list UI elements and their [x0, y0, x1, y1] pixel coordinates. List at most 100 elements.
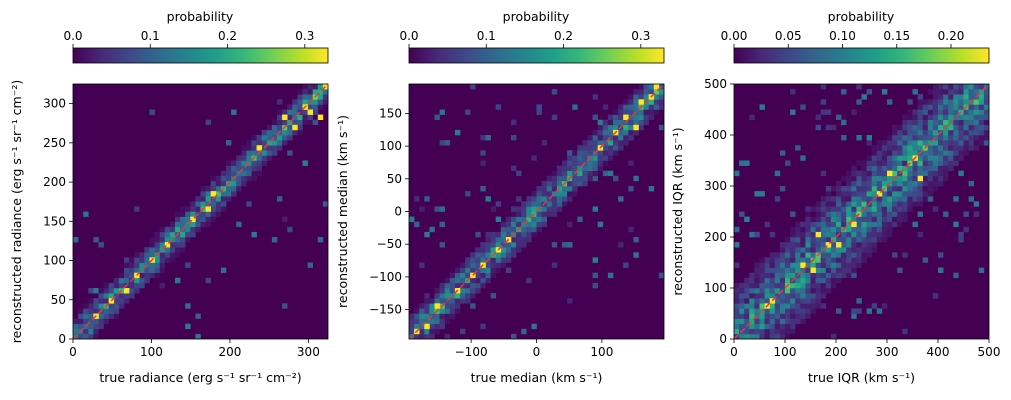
heatmap-cell: [475, 288, 481, 294]
heatmap-cell: [195, 216, 201, 222]
heatmap-cell: [759, 272, 765, 279]
heatmap-cell: [948, 129, 954, 136]
heatmap-cell: [449, 272, 456, 279]
heatmap-cell: [409, 318, 415, 324]
heatmap-cell: [927, 180, 934, 187]
heatmap-cell: [958, 237, 964, 243]
heatmap-cell: [800, 252, 806, 258]
heatmap-cell: [912, 191, 918, 197]
heatmap-cell: [526, 216, 532, 222]
heatmap-cell: [536, 226, 542, 233]
heatmap-cell-max: [292, 124, 298, 131]
heatmap-cell: [938, 175, 944, 182]
heatmap-cell: [836, 272, 842, 279]
heatmap-cell: [734, 318, 740, 324]
heatmap-cell: [434, 288, 440, 294]
heatmap-cell: [251, 231, 257, 238]
heatmap-cell: [917, 99, 923, 105]
heatmap-cell: [297, 129, 303, 136]
heatmap-cell: [754, 303, 760, 309]
heatmap-cell: [495, 267, 502, 273]
heatmap-cell: [887, 231, 893, 238]
heatmap-cell: [846, 242, 852, 248]
heatmap-cell: [876, 140, 883, 146]
heatmap-cell: [805, 298, 811, 304]
heatmap-cell: [830, 262, 837, 268]
diagonal-line: [408, 83, 665, 340]
heatmap-cell: [856, 186, 862, 192]
heatmap-cell: [836, 262, 842, 268]
diagonal-line: [72, 83, 329, 340]
heatmap-cell: [836, 247, 842, 253]
heatmap-cell: [480, 150, 486, 156]
x-tick-label: 0: [69, 345, 77, 359]
heatmap-cell: [953, 155, 959, 161]
heatmap-cell: [876, 211, 883, 217]
heatmap-cell: [475, 282, 481, 289]
heatmap-cell: [932, 293, 939, 299]
heatmap-cell: [953, 89, 959, 95]
heatmap-cell: [220, 175, 227, 182]
heatmap-cell: [277, 135, 283, 141]
heatmap-cell: [154, 267, 160, 273]
heatmap-cell: [866, 252, 872, 258]
heatmap-cell: [261, 129, 268, 136]
heatmap-cell: [790, 282, 796, 289]
heatmap-cell: [409, 328, 415, 335]
heatmap-cell: [907, 145, 913, 151]
heatmap-cell: [795, 247, 801, 253]
heatmap-cell: [897, 160, 903, 166]
heatmap-cell: [78, 323, 84, 330]
heatmap-cell: [830, 257, 837, 263]
heatmap-cell: [943, 114, 949, 120]
heatmap-cell: [774, 328, 781, 335]
heatmap-cell: [190, 231, 196, 238]
heatmap-cell: [917, 160, 923, 166]
heatmap-cell: [480, 267, 486, 273]
heatmap-cell-max: [638, 99, 644, 105]
heatmap-cell: [881, 160, 888, 166]
heatmap-cell: [927, 155, 934, 161]
heatmap-cell: [103, 298, 109, 304]
heatmap-cell: [495, 216, 502, 222]
heatmap-cell: [241, 175, 247, 182]
heatmap-cell: [419, 328, 425, 335]
heatmap-cell: [154, 272, 160, 279]
heatmap-cell: [607, 129, 614, 136]
heatmap-cell: [856, 221, 862, 228]
heatmap-cell: [861, 186, 867, 192]
heatmap-cell: [749, 318, 755, 324]
heatmap-cell: [480, 160, 486, 166]
heatmap-cell: [470, 293, 476, 299]
heatmap-cell: [287, 150, 293, 156]
heatmap-cell: [271, 145, 278, 151]
heatmap-cell: [454, 308, 461, 314]
heatmap-cell-max: [434, 303, 440, 309]
heatmap-cell: [511, 135, 517, 141]
heatmap-cell: [790, 89, 796, 95]
heatmap-cell: [795, 303, 801, 309]
heatmap-cell: [846, 257, 852, 263]
heatmap-cell: [454, 282, 461, 289]
heatmap-cell: [871, 216, 878, 222]
heatmap-cell: [302, 119, 308, 126]
heatmap-cell: [567, 160, 573, 166]
heatmap-cell: [897, 175, 903, 182]
heatmap-cell: [846, 170, 852, 177]
y-tick-label: −100: [369, 270, 402, 284]
heatmap-cell: [825, 277, 832, 284]
heatmap-cell: [902, 140, 908, 146]
colorbar-tick-label: 0.00: [721, 29, 748, 43]
heatmap-cell: [881, 196, 888, 202]
heatmap-cell: [866, 180, 872, 187]
heatmap-cell: [241, 155, 247, 161]
heatmap-cell: [734, 328, 740, 335]
heatmap-cell: [480, 272, 486, 279]
heatmap-cell: [836, 180, 842, 187]
colorbar: probability 0.00 0.05 0.10 0.15 0.20: [721, 9, 990, 64]
heatmap-cell: [434, 318, 440, 324]
heatmap-cell: [912, 145, 918, 151]
heatmap-cell: [769, 282, 776, 289]
heatmap-cell: [516, 231, 522, 238]
heatmap-cell: [892, 216, 898, 222]
